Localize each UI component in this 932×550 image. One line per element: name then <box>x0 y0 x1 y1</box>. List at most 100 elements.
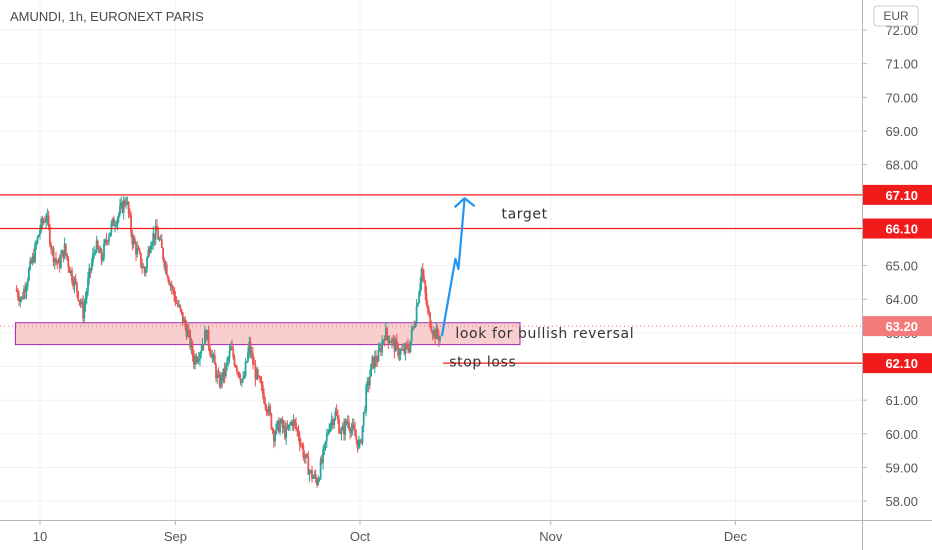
candle-body <box>153 233 156 240</box>
candle-body <box>366 381 369 387</box>
price-tick-label: 59.00 <box>885 460 918 475</box>
candle-body <box>437 335 440 341</box>
candle-body <box>163 259 166 267</box>
candle-body <box>276 420 279 425</box>
candle-body <box>252 353 254 365</box>
candle-body <box>32 255 35 262</box>
candle-body <box>236 367 238 372</box>
candle-body <box>18 297 20 302</box>
levels-layer <box>0 194 862 364</box>
candle-body <box>239 378 242 383</box>
candle-body <box>103 243 105 259</box>
price-tick-label: 69.00 <box>885 124 918 139</box>
candle-body <box>160 239 163 248</box>
candle-body <box>149 246 152 253</box>
candle-body <box>231 346 233 349</box>
candle-body <box>95 240 98 253</box>
candle-body <box>117 213 120 219</box>
candle-body <box>351 424 354 429</box>
candle-body <box>157 230 160 240</box>
candle-body <box>173 288 176 296</box>
candle-body <box>322 449 324 463</box>
price-badge <box>863 184 932 205</box>
chart-title: AMUNDI, 1h, EURONEXT PARIS <box>10 9 204 24</box>
price-tick-label: 61.00 <box>885 393 918 408</box>
candle-body <box>298 436 301 445</box>
candle-body <box>260 382 263 385</box>
candle-body <box>360 440 363 443</box>
candle-body <box>234 365 237 368</box>
candle-body <box>28 269 30 281</box>
candle-body <box>68 266 71 274</box>
candle-body <box>126 201 129 204</box>
candle-body <box>211 355 214 358</box>
annotation-text: look for bullish reversal <box>455 326 634 342</box>
candle-body <box>428 309 430 313</box>
candle-body <box>368 376 371 386</box>
candle-body <box>136 248 139 255</box>
candle-body <box>380 348 382 353</box>
candle-body <box>332 419 334 426</box>
candle-body <box>40 218 43 230</box>
candle-body <box>78 300 81 302</box>
candle-body <box>429 312 432 328</box>
candle-body <box>243 375 246 379</box>
candle-body <box>159 239 162 241</box>
candle-body <box>277 420 280 433</box>
candle-body <box>291 421 294 426</box>
candle-body <box>200 350 203 354</box>
candle-body <box>408 349 411 352</box>
candle-body <box>125 203 128 205</box>
candle-body <box>80 301 83 305</box>
candle-body <box>184 319 187 327</box>
grid <box>0 0 862 520</box>
candle-body <box>425 292 428 305</box>
candle-body <box>104 239 107 244</box>
candle-body <box>164 264 167 267</box>
candle-body <box>36 236 39 244</box>
candle-body <box>436 327 439 336</box>
candle-body <box>101 258 104 261</box>
candle-body <box>30 260 33 263</box>
candle-body <box>306 454 308 457</box>
candle-body <box>421 268 424 277</box>
candle-body <box>431 331 434 335</box>
candle-body <box>141 266 144 268</box>
currency-button[interactable]: EUR <box>873 5 919 27</box>
candle-body <box>372 356 375 368</box>
candle-body <box>237 371 240 373</box>
candle-body <box>162 247 164 260</box>
candle-body <box>396 340 398 345</box>
candle-body <box>26 280 29 287</box>
candle-body <box>250 353 253 355</box>
candle-body <box>343 425 345 435</box>
candle-body <box>341 425 344 431</box>
candle-body <box>45 218 48 222</box>
candle-body <box>419 283 422 293</box>
candle-body <box>175 302 178 304</box>
candle-body <box>15 289 18 292</box>
candle-body <box>179 305 182 310</box>
candle-body <box>21 296 24 299</box>
candle-body <box>248 341 251 352</box>
candle-body <box>290 421 292 425</box>
candle-body <box>46 215 49 219</box>
currency-label: EUR <box>883 9 909 23</box>
candle-body <box>76 282 78 292</box>
candle-body <box>288 424 291 426</box>
candle-body <box>216 374 219 379</box>
candle-body <box>69 270 72 274</box>
candle-body <box>312 477 315 479</box>
candle-body <box>202 344 205 346</box>
projection-arrowhead <box>453 197 476 209</box>
candle-body <box>176 303 179 306</box>
candle-body <box>191 342 194 356</box>
candle-body <box>37 234 40 237</box>
candle-body <box>128 213 131 216</box>
candle-body <box>426 304 429 310</box>
candle-body <box>382 339 385 342</box>
candle-body <box>281 419 284 428</box>
candle-body <box>324 441 327 445</box>
candle-body <box>313 474 316 478</box>
